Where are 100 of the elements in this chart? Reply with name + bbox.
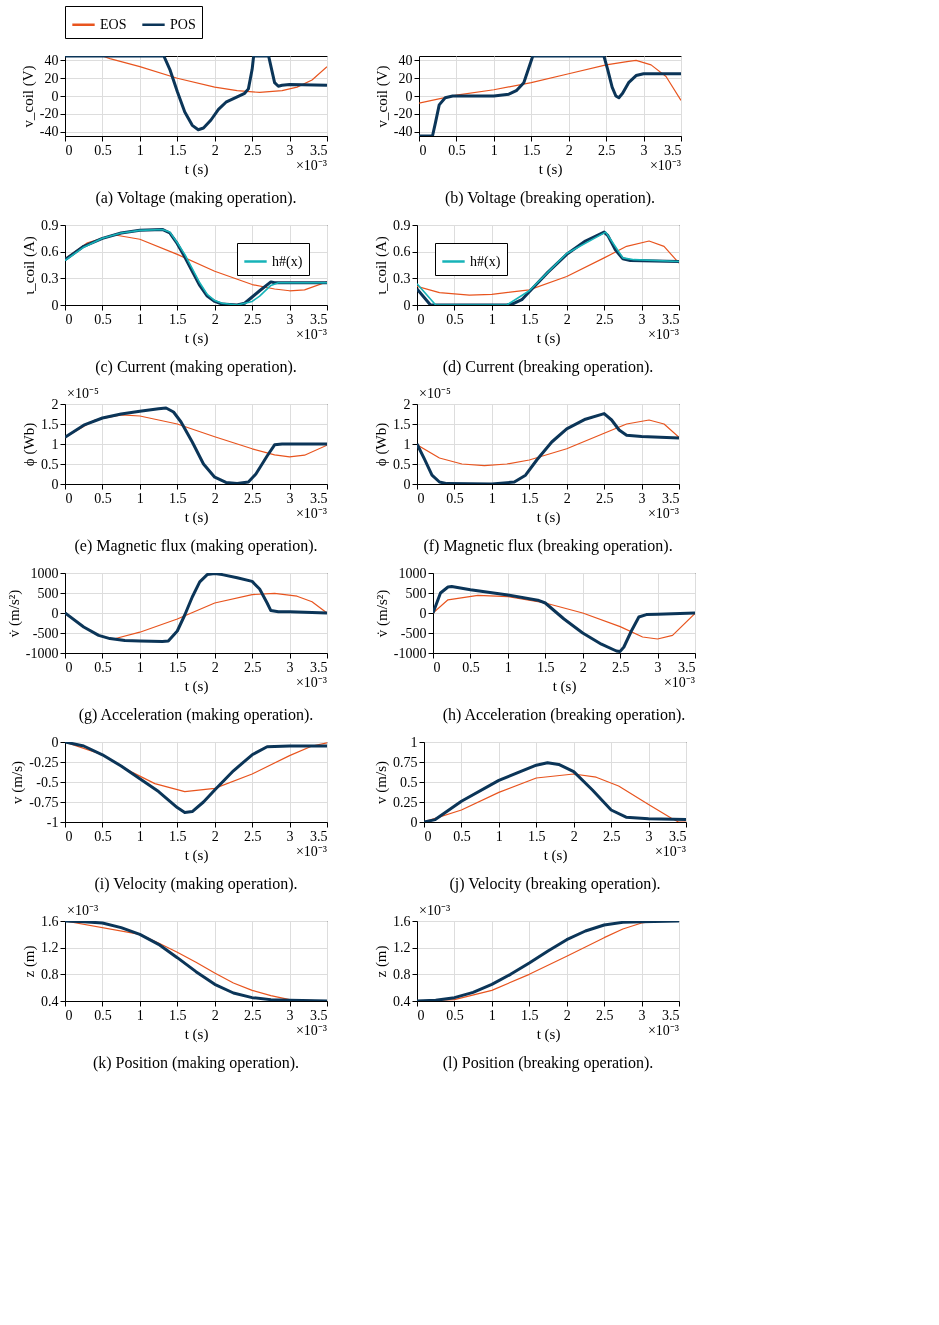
x-tick-label: 1 — [136, 311, 144, 327]
y-tick-label: 1.2 — [41, 940, 59, 956]
y-tick-label: -0.25 — [29, 754, 59, 770]
x-tick-label: 3 — [638, 311, 646, 327]
y-axis-title: ϕ (Wb) — [21, 422, 38, 467]
x-tick-label: 3.5 — [310, 142, 328, 158]
y-tick-label: 1000 — [30, 565, 59, 581]
y-tick-label: -20 — [393, 106, 413, 122]
text: (l) Position (breaking operation). — [442, 1054, 654, 1072]
x-axis-title: t (s) — [184, 160, 209, 178]
y-tick-label: 0 — [410, 814, 418, 830]
x-tick-label: 2 — [211, 142, 219, 158]
x-tick-label: 1.5 — [537, 659, 555, 675]
y-tick-label: 2 — [51, 396, 59, 412]
x-tick-label: 2 — [211, 490, 219, 506]
y-tick-label: 0.9 — [41, 217, 59, 233]
x-axis-title: t (s) — [184, 508, 209, 526]
y-tick-label: -0.5 — [36, 774, 59, 790]
x-tick-label: 2.5 — [243, 311, 262, 327]
y-tick-label: 1 — [410, 734, 418, 750]
text: ×10⁻³ — [295, 327, 327, 342]
text: ×10⁻³ — [649, 158, 681, 173]
x-tick-label: 1.5 — [169, 1007, 187, 1023]
legend-label: POS — [170, 16, 196, 32]
text: (g) Acceleration (making operation). — [78, 706, 314, 724]
legend-label: h#(x) — [272, 253, 303, 270]
y-axis-title: v_coil (V) — [373, 65, 391, 128]
text: ×10⁻³ — [295, 158, 327, 173]
x-tick-label: 3 — [286, 311, 294, 327]
x-tick-label: 3.5 — [664, 142, 682, 158]
x-tick-label: 1.5 — [169, 490, 187, 506]
y-tick-label: 0.9 — [393, 217, 411, 233]
x-tick-label: 2 — [563, 1007, 571, 1023]
x-tick-label: 1.5 — [521, 1007, 539, 1023]
x-tick-label: 1 — [488, 311, 496, 327]
x-tick-label: 2 — [565, 142, 573, 158]
y-tick-label: 0 — [403, 297, 411, 313]
text: (d) Current (breaking operation). — [442, 358, 654, 376]
y-tick-label: 2 — [403, 396, 411, 412]
y-tick-label: 1.6 — [393, 913, 411, 929]
x-tick-label: 0.5 — [462, 659, 480, 675]
y-tick-label: 1 — [403, 436, 411, 452]
x-tick-label: 1 — [136, 1007, 144, 1023]
x-tick-label: 0 — [65, 659, 73, 675]
legend-label: EOS — [100, 16, 127, 32]
x-tick-label: 3 — [286, 828, 294, 844]
text: ×10⁻³ — [654, 844, 686, 859]
y-tick-label: 0.3 — [41, 270, 59, 286]
x-tick-label: 2 — [211, 1007, 219, 1023]
x-tick-label: 1 — [488, 490, 496, 506]
x-axis-title: t (s) — [538, 160, 563, 178]
x-tick-label: 2.5 — [243, 828, 262, 844]
x-tick-label: 3.5 — [310, 490, 328, 506]
y-tick-label: 0.4 — [393, 993, 411, 1009]
x-tick-label: 3 — [286, 1007, 294, 1023]
y-tick-label: 0.25 — [393, 794, 418, 810]
x-tick-label: 3 — [654, 659, 662, 675]
y-axis-title: ι_coil (A) — [373, 236, 390, 295]
x-tick-label: 0.5 — [94, 1007, 112, 1023]
text: (i) Velocity (making operation). — [94, 875, 298, 893]
x-tick-label: 2.5 — [597, 142, 616, 158]
y-axis-title: v (m/s) — [9, 761, 27, 804]
y-tick-label: -40 — [393, 124, 413, 140]
x-tick-label: 2 — [211, 659, 219, 675]
x-axis-title: t (s) — [184, 846, 209, 864]
x-tick-label: 1 — [495, 828, 503, 844]
x-tick-label: 2.5 — [243, 490, 262, 506]
y-tick-label: 0.4 — [41, 993, 59, 1009]
x-tick-label: 0.5 — [446, 311, 464, 327]
x-tick-label: 3.5 — [669, 828, 687, 844]
x-tick-label: 2.5 — [595, 1007, 614, 1023]
x-tick-label: 0 — [65, 828, 73, 844]
x-tick-label: 2 — [211, 311, 219, 327]
x-tick-label: 2.5 — [602, 828, 621, 844]
y-tick-label: 0 — [405, 88, 413, 104]
x-tick-label: 0 — [65, 490, 73, 506]
x-tick-label: 0.5 — [453, 828, 471, 844]
x-tick-label: 3 — [286, 659, 294, 675]
x-axis-title: t (s) — [536, 1025, 561, 1043]
x-tick-label: 1.5 — [169, 311, 187, 327]
y-tick-label: -1 — [46, 814, 59, 830]
x-tick-label: 2.5 — [611, 659, 630, 675]
x-tick-label: 1 — [136, 828, 144, 844]
text: ×10⁻³ — [67, 903, 99, 918]
y-axis-title: v̇ (m/s²) — [373, 589, 391, 638]
text: ×10⁻³ — [295, 506, 327, 521]
x-tick-label: 0 — [65, 311, 73, 327]
x-tick-label: 3.5 — [662, 1007, 680, 1023]
x-tick-label: 0.5 — [94, 311, 112, 327]
y-axis-title: v̇ (m/s²) — [5, 589, 23, 638]
y-tick-label: 0 — [51, 476, 59, 492]
y-tick-label: 20 — [398, 70, 413, 86]
x-tick-label: 3 — [638, 1007, 646, 1023]
x-tick-label: 0.5 — [446, 490, 464, 506]
x-axis-title: t (s) — [184, 677, 209, 695]
x-tick-label: 0.5 — [94, 490, 112, 506]
x-tick-label: 2 — [579, 659, 587, 675]
y-tick-label: -40 — [39, 124, 59, 140]
text: (j) Velocity (breaking operation). — [449, 875, 661, 893]
x-tick-label: 3.5 — [662, 311, 680, 327]
